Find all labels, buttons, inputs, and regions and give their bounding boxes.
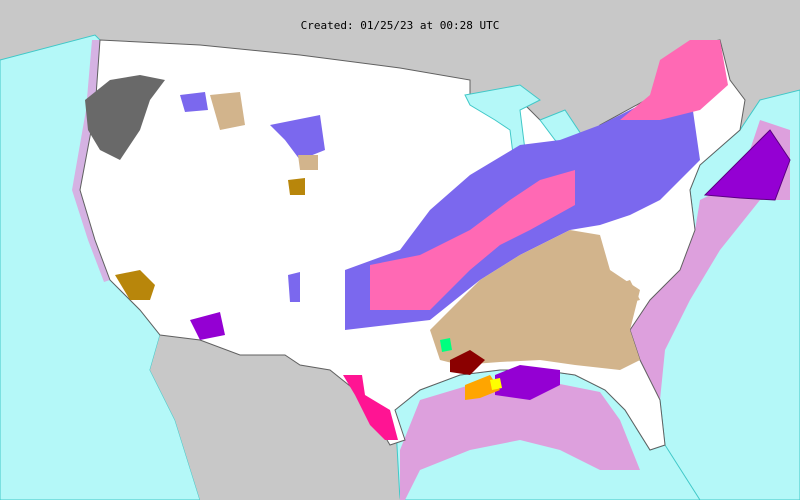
high-wind-california xyxy=(115,270,155,300)
winter-advisory-montana xyxy=(180,92,325,302)
gray-zones-northwest xyxy=(85,75,165,160)
storm-warning-gulf xyxy=(495,365,560,400)
atlantic-storm-warning xyxy=(703,129,791,201)
winter-advisory-arizona xyxy=(190,312,225,340)
gulf-gale-zones xyxy=(400,380,640,500)
pacific-gale-strip xyxy=(72,40,110,282)
flood-warning-louisiana xyxy=(450,350,485,375)
high-wind-wyoming xyxy=(288,178,305,195)
red-flag-south-texas xyxy=(343,375,398,440)
winter-storm-warning-band xyxy=(370,170,575,310)
map-created-timestamp: Created: 01/25/23 at 00:28 UTC xyxy=(300,19,500,32)
wind-advisory-southeast xyxy=(430,230,640,370)
flash-flood-watch-marker xyxy=(440,338,452,352)
atlantic-gale-zones xyxy=(630,120,790,450)
winter-storm-warning-northeast xyxy=(620,40,728,120)
tornado-watch-yellow xyxy=(490,378,502,390)
